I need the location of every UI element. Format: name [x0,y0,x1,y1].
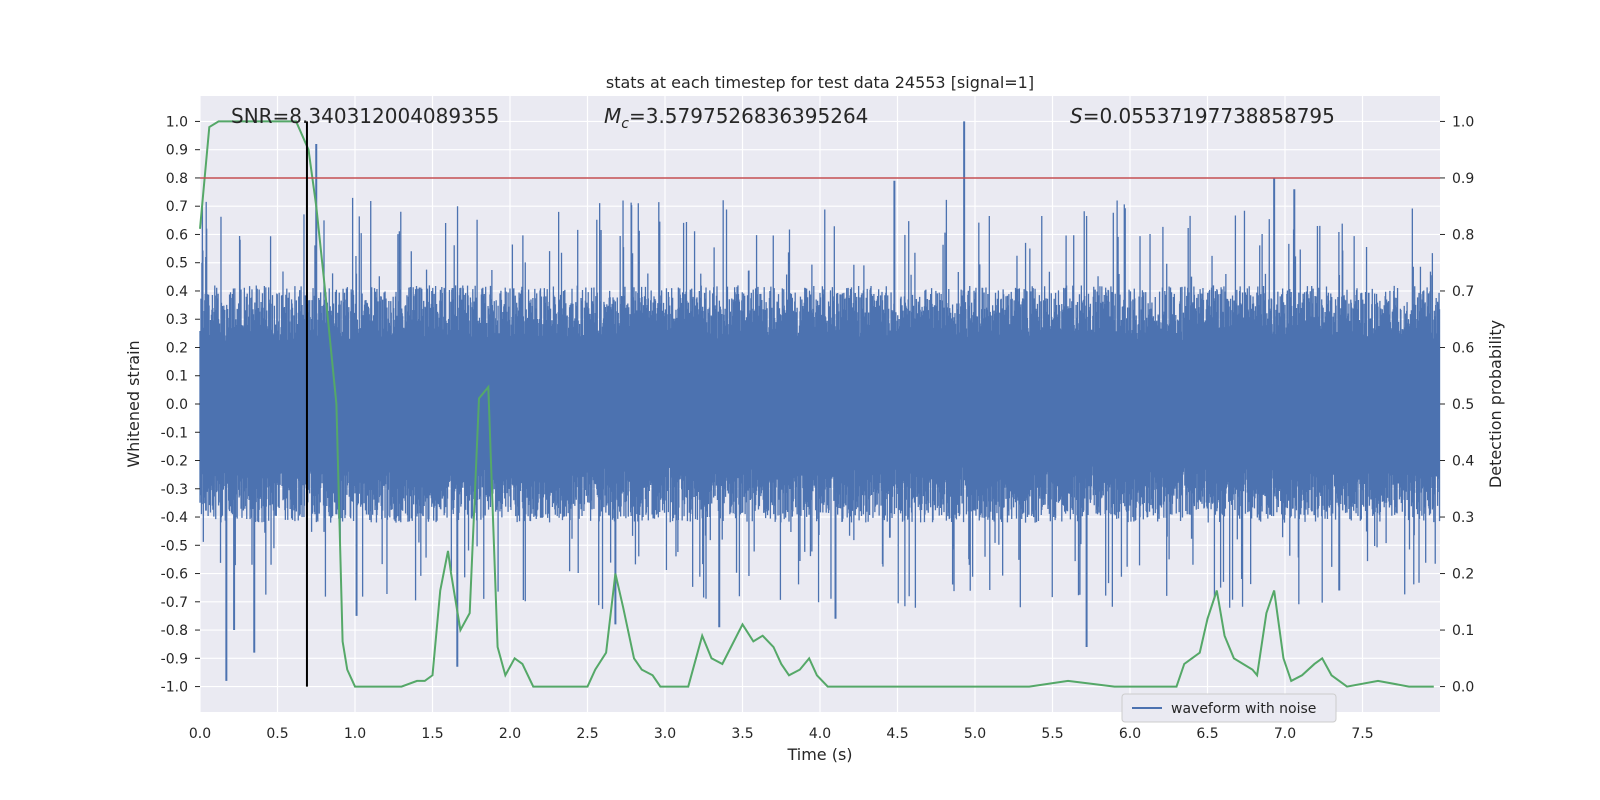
y-tick-label: -0.4 [161,510,188,526]
y-tick-label: -0.5 [161,538,188,554]
y-tick-label: 0.2 [166,340,188,356]
mc-subscript: c [621,116,629,132]
mc-value: =3.5797526836395264 [629,104,868,128]
y-tick-label: 0.9 [166,143,188,159]
snr-annotation: SNR=8.340312004089355 [231,104,499,128]
y2-tick-label: 0.6 [1452,340,1474,356]
mc-symbol: M [604,104,621,128]
y2-axis-label: Detection probability [1486,320,1505,488]
y2-tick-label: 0.2 [1452,567,1474,583]
y-tick-label: -0.7 [161,595,188,611]
y2-tick-label: 0.1 [1452,623,1474,639]
legend-box [1121,693,1337,723]
y-tick-label: 0.5 [166,256,188,272]
s-annotation: S=0.05537197738858795 [1070,104,1335,128]
y-tick-label: 0.1 [166,369,188,385]
probability-series [199,120,1434,688]
y2-tick-label: 0.8 [1452,227,1474,243]
y2-tick-label: 0.9 [1452,171,1474,187]
x-tick-label: 2.5 [576,726,598,742]
y2-tick-label: 0.0 [1452,680,1474,696]
y-tick-label: 0.7 [166,199,188,215]
x-tick-label: 1.0 [344,726,366,742]
legend: waveform with noise [1121,693,1337,723]
x-tick-label: 0.0 [189,726,211,742]
y-tick-label: 0.4 [166,284,188,300]
y-tick-label: -0.2 [161,454,188,470]
overlays [200,121,1440,687]
legend-waveform-label: waveform with noise [1171,701,1316,717]
x-tick-label: 6.0 [1119,726,1141,742]
x-tick-label: 7.5 [1351,726,1373,742]
y-tick-label: 0.8 [166,171,188,187]
y2-tick-label: 0.5 [1452,397,1474,413]
y2-tick-label: 0.3 [1452,510,1474,526]
y-tick-label: -0.3 [161,482,188,498]
x-tick-label: 3.0 [654,726,676,742]
probability-line [199,120,1434,688]
x-tick-label: 2.0 [499,726,521,742]
y-tick-label: 0.6 [166,227,188,243]
y-tick-label: -0.9 [161,651,188,667]
x-tick-label: 1.5 [421,726,443,742]
ticks: 0.0 0.5 1.0 1.5 2.0 2.5 3.0 3.5 4.0 4.5 5.0 5.5 6.0 6… [161,114,1475,742]
y-tick-label: 0.3 [166,312,188,328]
y-tick-label: -0.6 [161,567,188,583]
x-tick-label: 5.5 [1041,726,1063,742]
y2-tick-label: 0.4 [1452,454,1474,470]
x-axis-label: Time (s) [786,745,852,764]
x-tick-label: 0.5 [266,726,288,742]
y-tick-label: -0.1 [161,425,188,441]
y-axis-label: Whitened strain [124,340,143,467]
y2-tick-label: 0.7 [1452,284,1474,300]
x-tick-label: 4.0 [809,726,831,742]
x-tick-label: 6.5 [1196,726,1218,742]
s-value: =0.05537197738858795 [1083,104,1335,128]
x-tick-label: 7.0 [1274,726,1296,742]
y-tick-label: 1.0 [166,114,188,130]
x-tick-label: 3.5 [731,726,753,742]
s-symbol: S [1070,104,1083,128]
y-tick-label: -1.0 [161,680,188,696]
x-tick-label: 4.5 [886,726,908,742]
y-tick-label: 0.0 [166,397,188,413]
chart-title: stats at each timestep for test data 245… [606,73,1034,92]
y-tick-label: -0.8 [161,623,188,639]
y2-tick-label: 1.0 [1452,114,1474,130]
x-tick-label: 5.0 [964,726,986,742]
mc-annotation: Mc=3.5797526836395264 [604,104,868,132]
waveform-series [199,121,1441,681]
